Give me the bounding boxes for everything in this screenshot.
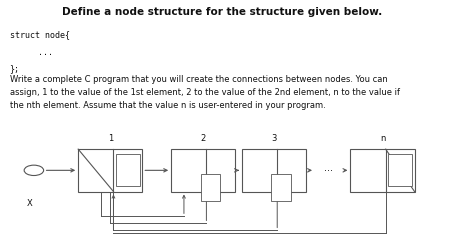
Text: ...: ... [23, 48, 53, 57]
Bar [171, 149, 235, 191]
Text: };: }; [9, 64, 19, 73]
Text: assign, 1 to the value of the 1st element, 2 to the value of the 2nd element, n : assign, 1 to the value of the 1st elemen… [9, 88, 400, 97]
Text: X: X [27, 199, 32, 208]
Bar [272, 174, 291, 201]
Bar [388, 154, 412, 187]
Text: Write a complete C program that you will create the connections between nodes. Y: Write a complete C program that you will… [9, 75, 387, 84]
Text: the nth element. Assume that the value n is user-entered in your program.: the nth element. Assume that the value n… [9, 101, 325, 110]
Text: n: n [380, 134, 385, 143]
Text: 1: 1 [108, 134, 113, 143]
Bar [78, 149, 142, 191]
Text: struct node{: struct node{ [9, 30, 70, 39]
Bar [116, 154, 140, 187]
Bar [350, 149, 415, 191]
Bar [201, 174, 220, 201]
Text: 2: 2 [201, 134, 206, 143]
Circle shape [24, 165, 44, 176]
Text: Define a node structure for the structure given below.: Define a node structure for the structur… [62, 7, 382, 17]
Text: 3: 3 [271, 134, 277, 143]
Bar [242, 149, 306, 191]
Text: ...: ... [324, 163, 333, 173]
